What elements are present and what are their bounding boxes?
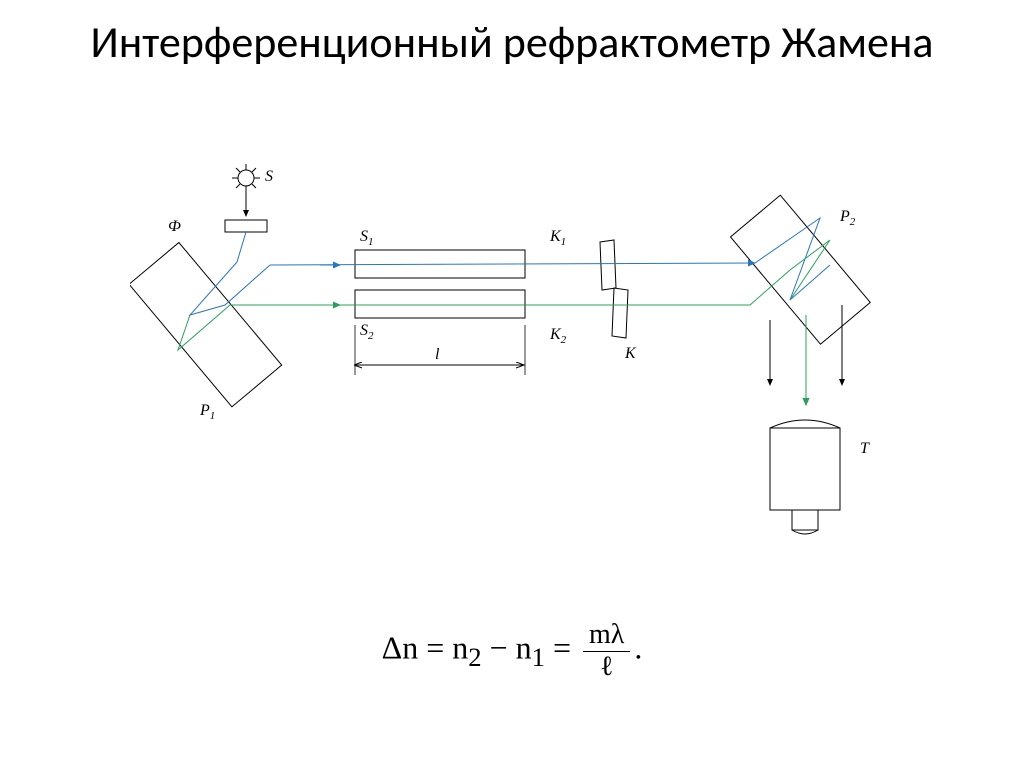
label-k: К [625,345,636,363]
label-k1: K1 [550,228,566,248]
label-s: S [265,168,273,186]
telescope [770,420,840,534]
slide-title: Интерференционный рефрактометр Жамена [0,15,1024,69]
label-phi: Ф [168,218,181,236]
label-l: l [435,346,439,364]
filter-plate [225,220,267,232]
label-k2: K2 [550,326,566,346]
label-p2: P2 [840,208,855,228]
source-symbol [232,164,260,192]
optics-diagram: S Ф S1 S2 K1 K2 К l P1 P2 T [130,150,900,550]
label-s1: S1 [360,228,374,248]
cuvette-bottom [355,290,525,318]
label-s2: S2 [360,322,374,342]
compensator-bottom [612,288,628,338]
ray-blue [190,218,830,405]
label-p1: P1 [200,402,215,422]
compensator-top [600,240,616,290]
formula: Δn = n2 − n1 = mλℓ. [0,620,1024,683]
plate-p1 [130,243,282,407]
label-t: T [860,440,869,458]
